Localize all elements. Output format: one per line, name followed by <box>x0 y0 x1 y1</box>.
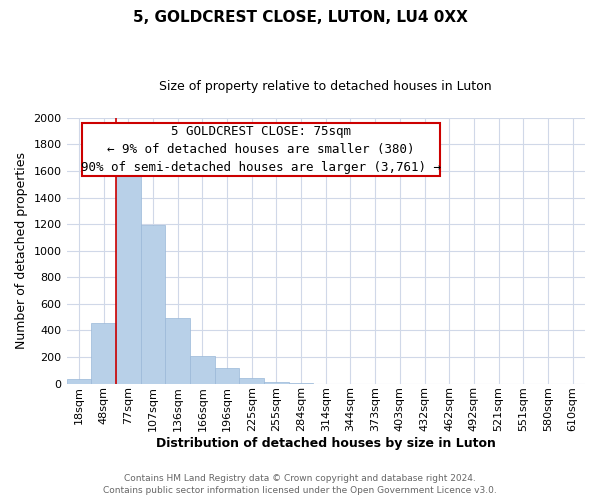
Text: Contains HM Land Registry data © Crown copyright and database right 2024.
Contai: Contains HM Land Registry data © Crown c… <box>103 474 497 495</box>
Bar <box>140 226 165 384</box>
Bar <box>67 379 91 384</box>
FancyBboxPatch shape <box>82 123 440 176</box>
X-axis label: Distribution of detached houses by size in Luton: Distribution of detached houses by size … <box>156 437 496 450</box>
Bar <box>190 356 215 384</box>
Bar <box>91 323 116 384</box>
Title: Size of property relative to detached houses in Luton: Size of property relative to detached ho… <box>160 80 492 93</box>
Bar <box>264 382 289 384</box>
Text: 5 GOLDCREST CLOSE: 75sqm
← 9% of detached houses are smaller (380)
90% of semi-d: 5 GOLDCREST CLOSE: 75sqm ← 9% of detache… <box>81 125 441 174</box>
Bar <box>239 378 264 384</box>
Bar <box>215 368 239 384</box>
Bar <box>116 171 140 384</box>
Bar <box>165 318 190 384</box>
Y-axis label: Number of detached properties: Number of detached properties <box>15 152 28 349</box>
Text: 5, GOLDCREST CLOSE, LUTON, LU4 0XX: 5, GOLDCREST CLOSE, LUTON, LU4 0XX <box>133 10 467 25</box>
Bar <box>289 383 313 384</box>
